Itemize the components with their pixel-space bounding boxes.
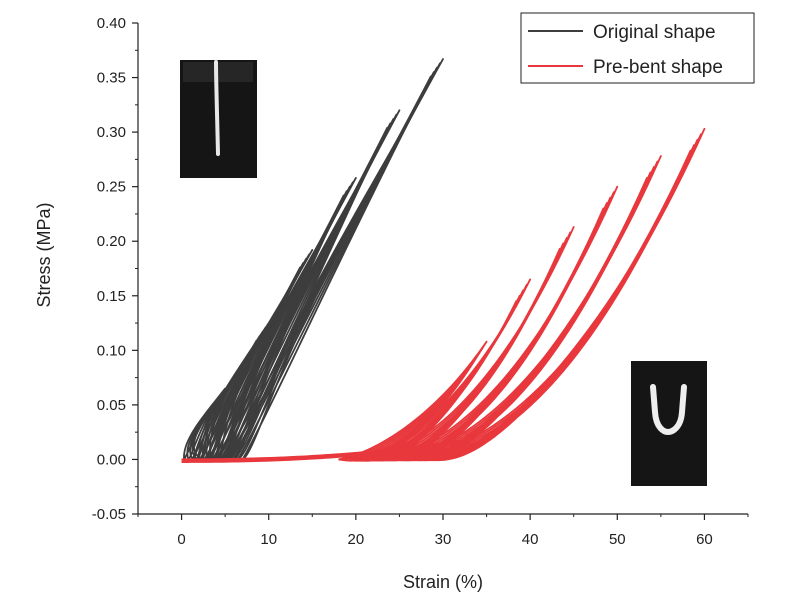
x-tick-label: 30 (435, 531, 452, 548)
y-tick-label: 0.35 (97, 70, 126, 87)
y-tick-label: 0.15 (97, 288, 126, 305)
y-tick-label: -0.05 (92, 506, 126, 523)
y-tick-label: 0.10 (97, 342, 126, 359)
hysteresis-cycle-pre-bent (414, 138, 699, 462)
loop-pre-bent-50 (377, 185, 619, 462)
hysteresis-cycle-original (224, 118, 395, 461)
y-tick-label: 0.05 (97, 397, 126, 414)
plot-area (181, 58, 706, 463)
x-tick-label: 0 (177, 531, 185, 548)
y-tick-label: 0.00 (97, 451, 126, 468)
x-tick-label: 50 (609, 531, 626, 548)
hysteresis-cycle-original (186, 391, 223, 461)
series-original-shape (183, 58, 444, 461)
y-tick-label: 0.25 (97, 179, 126, 196)
y-tick-label: 0.20 (97, 233, 126, 250)
inset-photo-prebent (631, 361, 707, 486)
tick-labels: 0 10 20 30 40 50 60 -0.05 0.00 0.05 0.10 0.15 0.20 0.… (92, 15, 713, 548)
hysteresis-cycle-original (236, 71, 435, 461)
y-tick-label: 0.30 (97, 124, 126, 141)
x-axis-title: Strain (%) (403, 572, 483, 592)
u-shaped-strip-photo-icon (631, 361, 707, 486)
loop-original-20 (206, 177, 357, 461)
y-axis-title: Stress (MPa) (34, 202, 54, 307)
legend-label-prebent: Pre-bent shape (593, 57, 723, 78)
x-tick-label: 40 (522, 531, 539, 548)
series-pre-bent-shape (181, 127, 706, 463)
hysteresis-cycle-original (241, 75, 432, 461)
x-tick-label: 20 (348, 531, 365, 548)
axes (132, 22, 749, 520)
legend-label-original: Original shape (593, 22, 716, 43)
loop-pre-bent-60 (403, 127, 706, 462)
u-shaped-strip-shape (650, 384, 687, 436)
y-tick-label: 0.40 (97, 15, 126, 32)
inset-photo-original (180, 60, 257, 178)
hysteresis-cycle-pre-bent (424, 149, 692, 462)
hysteresis-cycle-pre-bent (377, 185, 619, 462)
legend: Original shape Pre-bent shape (520, 12, 755, 84)
x-tick-label: 10 (260, 531, 277, 548)
hysteresis-cycle-pre-bent (419, 144, 695, 462)
hysteresis-cycle-pre-bent (369, 231, 572, 462)
legend-box (520, 12, 755, 84)
straight-strip-shape (214, 60, 220, 156)
loop-original-30 (222, 58, 444, 461)
x-tick-label: 60 (696, 531, 713, 548)
